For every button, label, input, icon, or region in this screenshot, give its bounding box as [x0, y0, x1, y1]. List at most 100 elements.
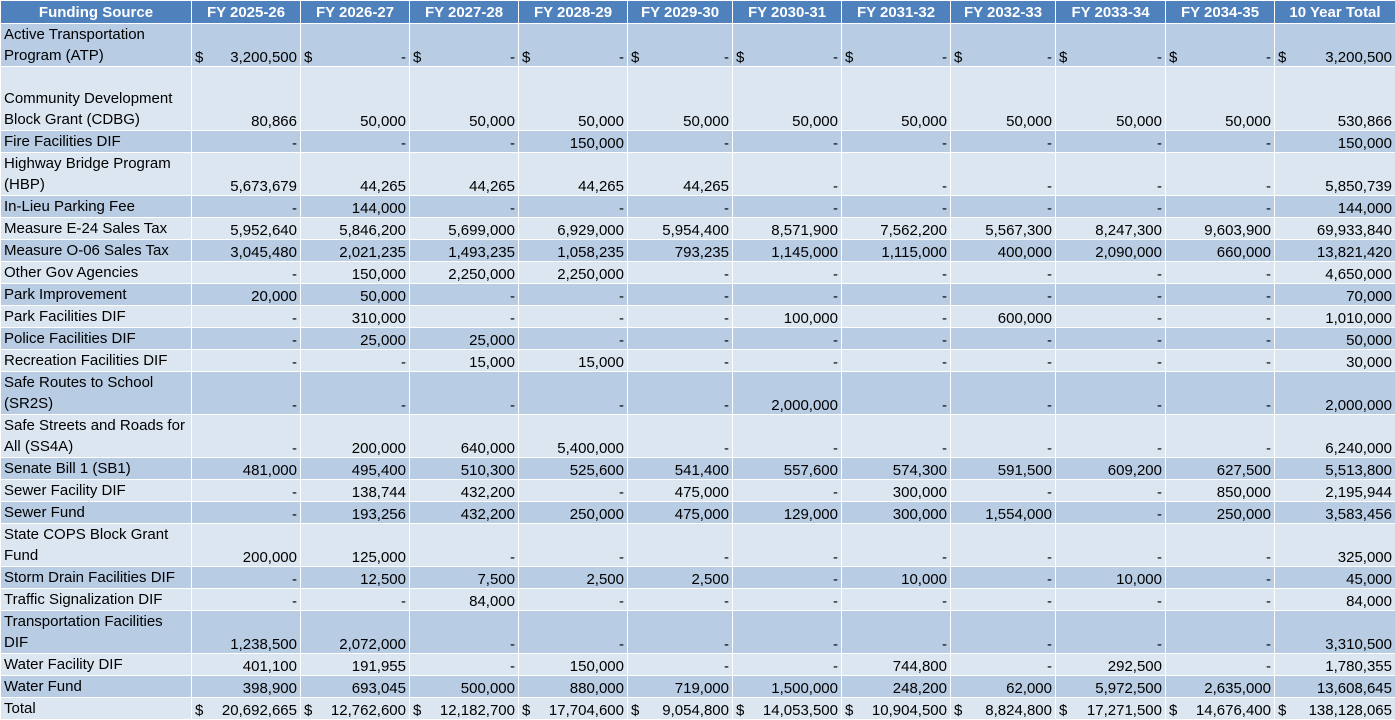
table-cell: 13,608,645: [1275, 676, 1395, 698]
table-cell-money: $3,200,500: [1275, 24, 1395, 67]
table-cell: 5,513,800: [1275, 458, 1395, 480]
table-cell-money: $-: [1166, 24, 1275, 67]
table-cell: -: [733, 350, 842, 372]
table-cell: -: [301, 589, 410, 611]
table-cell: -: [628, 589, 733, 611]
table-cell: 50,000: [951, 67, 1056, 131]
table-row: Park Facilities DIF-310,000---100,000-60…: [1, 306, 1395, 328]
table-cell: 50,000: [519, 67, 628, 131]
table-cell: 744,800: [842, 654, 951, 676]
table-cell: -: [1056, 328, 1166, 350]
currency-symbol: $: [1277, 49, 1286, 66]
table-cell: 2,072,000: [301, 611, 410, 654]
table-cell: 70,000: [1275, 284, 1395, 306]
table-cell: -: [628, 262, 733, 284]
table-cell: -: [733, 131, 842, 153]
table-cell: -: [628, 284, 733, 306]
funding-source-label: Sewer Fund: [1, 502, 192, 524]
table-cell: -: [519, 284, 628, 306]
table-cell: 5,954,400: [628, 218, 733, 240]
table-cell: -: [1166, 415, 1275, 458]
table-cell: -: [628, 654, 733, 676]
table-cell: 50,000: [733, 67, 842, 131]
table-cell: 693,045: [301, 676, 410, 698]
table-cell: -: [192, 131, 301, 153]
table-cell: -: [951, 611, 1056, 654]
table-cell: 1,058,235: [519, 240, 628, 262]
table-cell: -: [951, 131, 1056, 153]
table-cell: 600,000: [951, 306, 1056, 328]
table-cell: -: [410, 372, 519, 415]
table-cell: 7,500: [410, 567, 519, 589]
table-cell: -: [733, 262, 842, 284]
table-cell: 45,000: [1275, 567, 1395, 589]
table-cell: -: [410, 654, 519, 676]
table-cell-money: $-: [1056, 24, 1166, 67]
table-cell: 150,000: [301, 262, 410, 284]
funding-source-label: Storm Drain Facilities DIF: [1, 567, 192, 589]
table-cell: -: [1166, 328, 1275, 350]
table-cell: 30,000: [1275, 350, 1395, 372]
table-cell: 50,000: [1275, 328, 1395, 350]
cell-value: -: [942, 49, 948, 66]
table-cell: 200,000: [192, 524, 301, 567]
table-cell-money: $14,053,500: [733, 698, 842, 720]
table-cell-money: $14,676,400: [1166, 698, 1275, 720]
table-cell: -: [1166, 589, 1275, 611]
table-cell: 250,000: [1166, 502, 1275, 524]
table-cell: 557,600: [733, 458, 842, 480]
table-cell: 541,400: [628, 458, 733, 480]
table-cell: -: [842, 196, 951, 218]
funding-source-label: Safe Routes to School (SR2S): [1, 372, 192, 415]
table-cell: -: [192, 480, 301, 502]
funding-source-label: Traffic Signalization DIF: [1, 589, 192, 611]
header-fy-2025-26: FY 2025-26: [192, 1, 301, 24]
table-cell: -: [410, 306, 519, 328]
table-cell: 500,000: [410, 676, 519, 698]
table-row: Safe Streets and Roads for All (SS4A)-20…: [1, 415, 1395, 458]
table-row: In-Lieu Parking Fee-144,000--------144,0…: [1, 196, 1395, 218]
table-cell: -: [1166, 131, 1275, 153]
table-cell: 310,000: [301, 306, 410, 328]
table-cell: -: [192, 350, 301, 372]
table-cell: 880,000: [519, 676, 628, 698]
table-cell: 10,000: [842, 567, 951, 589]
table-cell: 150,000: [519, 131, 628, 153]
table-cell: 2,250,000: [519, 262, 628, 284]
table-cell: -: [1056, 372, 1166, 415]
table-cell: 5,846,200: [301, 218, 410, 240]
table-cell: -: [192, 502, 301, 524]
table-cell: -: [733, 153, 842, 196]
table-cell: 793,235: [628, 240, 733, 262]
table-cell: 50,000: [842, 67, 951, 131]
table-cell: 660,000: [1166, 240, 1275, 262]
funding-source-label: Senate Bill 1 (SB1): [1, 458, 192, 480]
table-cell: -: [519, 480, 628, 502]
header-fy-2031-32: FY 2031-32: [842, 1, 951, 24]
table-cell: 640,000: [410, 415, 519, 458]
currency-symbol: $: [953, 49, 962, 66]
table-cell: -: [1166, 262, 1275, 284]
currency-symbol: $: [844, 49, 853, 66]
cell-value: -: [619, 49, 625, 66]
table-cell: 84,000: [410, 589, 519, 611]
table-cell: -: [1056, 196, 1166, 218]
funding-source-label: State COPS Block Grant Fund: [1, 524, 192, 567]
table-cell: 3,583,456: [1275, 502, 1395, 524]
funding-source-label: Measure E-24 Sales Tax: [1, 218, 192, 240]
cell-value: -: [833, 49, 839, 66]
table-cell: -: [842, 350, 951, 372]
table-cell: -: [192, 415, 301, 458]
table-cell: 8,571,900: [733, 218, 842, 240]
table-cell: -: [1166, 196, 1275, 218]
funding-source-label: Active Transportation Program (ATP): [1, 24, 192, 67]
table-cell: 150,000: [519, 654, 628, 676]
cell-value: -: [1047, 49, 1053, 66]
currency-symbol: $: [1058, 49, 1067, 66]
cell-value: -: [1157, 49, 1163, 66]
table-cell: -: [842, 589, 951, 611]
